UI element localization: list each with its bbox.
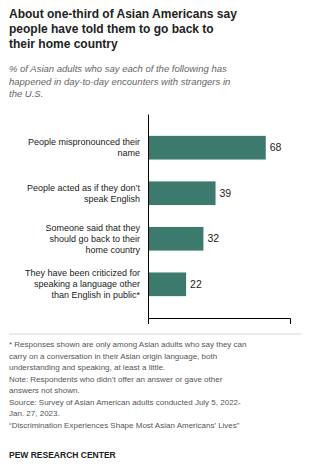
y-tick-label: People acted as if they don’tspeak Engli… (27, 183, 141, 204)
footnote: * Responses shown are only among Asian a… (9, 340, 246, 430)
text-line: Note: Respondents who didn’t offer an an… (9, 375, 223, 384)
bar (148, 136, 266, 160)
data-labels: 68 39 32 22 (190, 141, 281, 290)
data-label: 39 (220, 187, 232, 199)
text-line: They have been criticized for (25, 268, 140, 278)
text-line: people have told them to go back to (9, 22, 214, 36)
y-tick-label: Someone said that theyshould go back to … (45, 223, 140, 255)
y-tick: Someone said that theyshould go back to … (45, 223, 148, 255)
text-line: About one-third of Asian Americans say (9, 7, 237, 21)
text-line: their home country (9, 37, 118, 51)
text-line: People mispronounced their (28, 137, 140, 147)
plot: 68393222People mispronounced theirnamePe… (25, 115, 291, 325)
text-line: happened in day-to-day encounters with s… (9, 76, 230, 87)
data-label: 68 (270, 141, 282, 153)
text-line: name (117, 148, 140, 158)
text-line: answers not shown. (9, 386, 80, 395)
bar (148, 227, 203, 251)
y-tick: People mispronounced theirname (28, 137, 148, 158)
subtitle: % of Asian adults who say each of the fo… (9, 63, 230, 99)
bar (148, 272, 186, 296)
y-tick-label: They have been criticized forspeaking a … (25, 268, 141, 300)
text-line: “Discrimination Experiences Shape Most A… (9, 421, 240, 430)
text-line: speaking a language other (34, 279, 140, 289)
title: About one-third of Asian Americans saype… (9, 7, 237, 51)
text-line: home country (85, 245, 140, 255)
y-tick: They have been criticized forspeaking a … (25, 268, 148, 300)
text-line: the U.S. (9, 88, 43, 99)
text-line: carry on a conversation in their Asian o… (9, 352, 217, 361)
text-line: than English in public* (51, 290, 140, 300)
chart: About one-third of Asian Americans saype… (0, 0, 310, 471)
source: PEW RESEARCH CENTER (9, 450, 116, 460)
bar (148, 181, 216, 205)
y-axis: People mispronounced theirname People act… (25, 115, 149, 319)
text-line: speak English (84, 194, 140, 204)
y-tick: People acted as if they don’tspeak Engli… (27, 183, 148, 204)
text-line: People acted as if they don’t (27, 183, 141, 193)
separator (9, 334, 301, 335)
y-axis-line (148, 115, 149, 319)
text-line: should go back to their (49, 234, 140, 244)
bars (148, 136, 266, 296)
y-tick-label: People mispronounced theirname (28, 137, 140, 158)
data-label: 32 (207, 232, 219, 244)
x-axis-line (149, 319, 291, 325)
text-line: understanding and speaking, at least a l… (9, 363, 165, 372)
text-line: * Responses shown are only among Asian a… (9, 340, 246, 349)
text-line: % of Asian adults who say each of the fo… (9, 63, 227, 74)
x-axis (149, 319, 291, 325)
text-line: Someone said that they (45, 223, 140, 233)
text-line: Source: Survey of Asian American adults … (9, 398, 241, 407)
text-line: Jan. 27, 2023. (9, 409, 60, 418)
data-label: 22 (190, 278, 202, 290)
